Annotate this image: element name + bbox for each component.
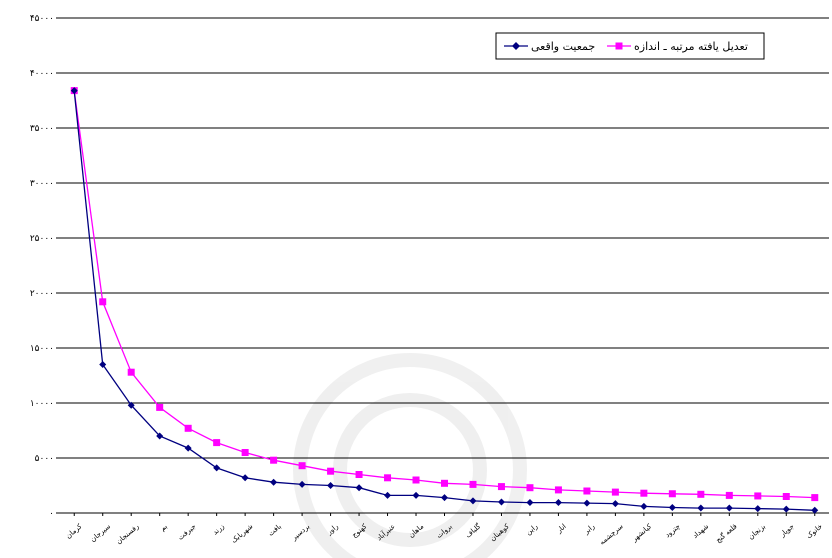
data-point <box>697 490 705 498</box>
data-point <box>184 424 192 432</box>
data-point <box>270 478 278 486</box>
data-point <box>355 484 363 492</box>
data-point <box>441 479 448 487</box>
data-point <box>213 439 221 447</box>
data-point <box>412 476 420 484</box>
x-category-label: جیرفت <box>177 522 198 541</box>
series-1 <box>70 87 819 502</box>
series-line <box>73 90 815 499</box>
data-point <box>213 464 221 472</box>
y-axis-ticks: ۰ ۵۰۰۰ ۱۰۰۰۰ ۱۵۰۰۰ ۲۰۰۰۰ ۲۵۰۰۰ ۳۰۰۰۰ ۳۵۰۰۰ ۴۰۰۰۰… <box>30 14 60 519</box>
legend-marker-square <box>615 42 623 50</box>
y-tick-label: ۳۵۰۰۰ <box>30 124 54 134</box>
y-tick-label: ۴۵۰۰۰ <box>30 14 54 24</box>
x-category-label: شهداد <box>691 522 710 540</box>
data-point <box>554 499 562 507</box>
x-category-label: رابر <box>582 522 596 536</box>
x-category-label: زرند <box>211 522 226 536</box>
legend: جمعیت واقعی تعدیل یافته مرتبه ـ اندازه <box>495 32 765 60</box>
data-point <box>668 490 676 498</box>
series-0 <box>70 87 819 514</box>
data-point <box>640 489 648 497</box>
x-category-label: شهربابک <box>230 522 255 544</box>
data-point <box>497 483 505 491</box>
series-line <box>73 90 815 511</box>
data-point <box>497 498 505 506</box>
watermark <box>293 353 527 558</box>
x-category-label: کیانشهر <box>630 522 654 544</box>
x-category-label: بم <box>159 522 169 532</box>
data-point <box>127 368 135 376</box>
y-tick-label: ۳۰۰۰۰ <box>30 179 54 189</box>
legend-marker-diamond <box>512 42 520 50</box>
data-point <box>782 505 790 513</box>
data-point <box>782 493 790 500</box>
y-tick-label: ۱۰۰۰۰ <box>30 399 54 409</box>
data-point <box>184 444 192 452</box>
data-point <box>70 87 78 95</box>
x-category-label: خانوک <box>805 522 824 540</box>
data-point <box>298 462 306 470</box>
x-category-label: چترود <box>664 522 682 539</box>
data-point <box>526 484 534 492</box>
y-tick-label: ۱۵۰۰۰ <box>30 344 54 354</box>
gridlines <box>60 17 829 459</box>
data-point <box>469 497 477 505</box>
data-point <box>725 491 733 499</box>
x-category-label: رفسنجان <box>115 522 141 545</box>
data-point <box>127 401 135 409</box>
x-category-label: سرچشمه <box>598 522 625 546</box>
legend-label-0: جمعیت واقعی <box>531 40 595 53</box>
data-point <box>811 494 819 502</box>
x-category-label: کرمان <box>64 522 84 540</box>
x-category-label: جوپار <box>778 522 796 539</box>
data-point <box>355 471 363 478</box>
data-point <box>811 506 819 514</box>
x-category-label: راین <box>524 522 539 536</box>
data-point <box>697 504 705 512</box>
y-tick-label: ۰ <box>49 509 54 519</box>
data-point <box>725 504 733 512</box>
data-point <box>640 502 648 510</box>
data-point <box>156 403 164 411</box>
data-point <box>611 500 619 508</box>
series <box>70 87 819 514</box>
data-point <box>241 474 249 482</box>
legend-label-1: تعدیل یافته مرتبه ـ اندازه <box>634 40 748 53</box>
y-tick-label: ۲۵۰۰۰ <box>30 234 54 244</box>
data-point <box>754 505 762 513</box>
y-tick-label: ۲۰۰۰۰ <box>30 289 54 299</box>
data-point <box>469 480 477 488</box>
data-point <box>298 480 306 488</box>
data-point <box>583 487 591 495</box>
x-category-label: سیرجان <box>89 522 112 543</box>
data-point <box>526 499 534 507</box>
data-point <box>327 467 335 475</box>
data-point <box>156 432 164 440</box>
data-point <box>583 499 591 507</box>
data-point <box>554 486 562 494</box>
data-point <box>668 504 676 511</box>
data-point <box>441 494 448 502</box>
data-point <box>270 456 278 464</box>
data-point <box>99 361 107 368</box>
data-point <box>327 482 335 489</box>
x-category-label: بزنجان <box>747 522 767 541</box>
data-point <box>99 298 107 306</box>
x-category-label: انار <box>555 522 568 535</box>
data-point <box>611 488 619 496</box>
y-tick-label: ۵۰۰۰ <box>35 454 54 464</box>
x-category-label: بردسیر <box>290 522 312 542</box>
x-category-label: گلباف <box>463 521 482 539</box>
y-tick-label: ۴۰۰۰۰ <box>30 69 54 79</box>
x-axis-categories: کرمان سیرجان رفسنجان بم جیرفت زرند شهربابک بافت… <box>64 513 824 547</box>
data-point <box>754 492 762 500</box>
data-point <box>384 491 392 499</box>
x-category-label: قلعه گنج <box>714 522 739 545</box>
data-point <box>241 449 249 456</box>
data-point <box>412 491 420 499</box>
x-category-label: بافت <box>267 522 283 537</box>
data-point <box>384 474 392 482</box>
